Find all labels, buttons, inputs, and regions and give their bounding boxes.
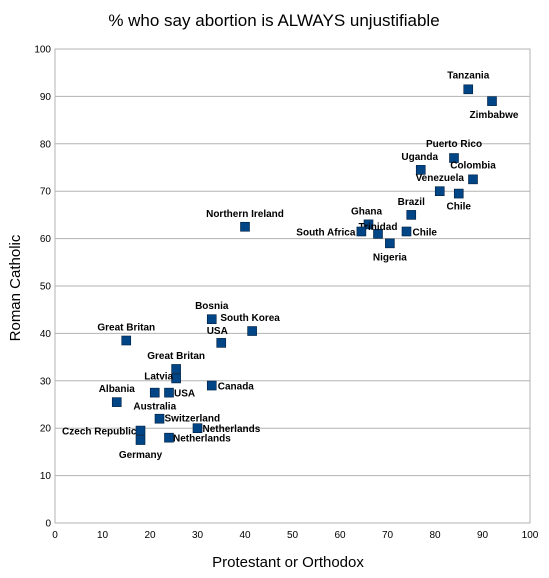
data-point-marker <box>135 425 146 436</box>
x-tick-label: 50 <box>287 530 299 541</box>
y-tick-label: 50 <box>40 282 52 293</box>
data-point-label: Nigeria <box>373 252 407 263</box>
data-point-marker <box>164 387 174 398</box>
data-point-label: Chile <box>413 227 438 238</box>
data-point-label: Puerto Rico <box>426 139 482 150</box>
data-point-label: USA <box>174 389 195 400</box>
chart-title: % who say abortion is ALWAYS unjustifiab… <box>108 11 439 30</box>
x-axis: 0 10 20 30 40 50 60 70 80 90 100 <box>52 530 539 541</box>
data-point-label: Great Britan <box>147 351 205 362</box>
data-point-label: Netherlands <box>203 424 261 435</box>
x-tick-label: 10 <box>97 530 109 541</box>
data-point-marker <box>206 380 217 391</box>
data-point-marker <box>240 221 250 232</box>
x-tick-label: 90 <box>477 530 489 541</box>
data-point-marker <box>216 338 227 348</box>
data-point-label: Germany <box>119 450 163 461</box>
y-tick-label: 0 <box>45 519 51 530</box>
data-point-label: Uganda <box>401 152 438 163</box>
data-point-marker <box>434 186 445 196</box>
data-point-marker <box>164 432 174 443</box>
data-point-marker <box>111 397 122 407</box>
data-point-label: Brazil <box>398 197 425 208</box>
data-point-label: Switzerland <box>165 414 221 425</box>
x-tick-label: 20 <box>144 530 156 541</box>
data-point-marker <box>487 96 497 106</box>
data-point-marker <box>453 188 464 199</box>
y-tick-label: 10 <box>40 471 52 482</box>
x-tick-label: 30 <box>192 530 204 541</box>
data-point-label: Ghana <box>351 206 383 217</box>
data-point-label: Zimbabwe <box>470 110 519 121</box>
y-tick-label: 40 <box>40 329 52 340</box>
data-point-label: Canada <box>218 382 255 393</box>
data-point-marker <box>171 373 181 384</box>
data-point-marker <box>192 423 203 434</box>
data-point-marker <box>468 174 478 185</box>
data-point-label: Chile <box>447 202 472 213</box>
y-tick-label: 90 <box>40 92 52 103</box>
data-point-label: Colombia <box>450 160 496 171</box>
x-tick-label: 0 <box>52 530 58 541</box>
data-point-marker <box>406 210 417 220</box>
data-point-marker <box>154 413 165 424</box>
data-point-marker <box>247 326 257 336</box>
data-point-marker <box>149 387 160 398</box>
y-axis-title: Roman Catholic <box>7 234 24 341</box>
data-point-marker <box>135 435 146 445</box>
data-point-label: Northern Ireland <box>206 209 284 220</box>
x-tick-label: 40 <box>239 530 251 541</box>
data-point-label: Czech Republic <box>62 427 137 438</box>
data-point-label: South Korea <box>220 313 280 324</box>
data-point-label: Latvia <box>144 371 173 382</box>
data-point-marker <box>373 229 383 239</box>
data-point-marker <box>385 238 395 249</box>
data-point-label: Australia <box>133 402 176 413</box>
data-point-marker <box>206 314 217 324</box>
data-point-label: USA <box>207 326 228 337</box>
data-point-marker <box>415 165 426 175</box>
data-point-label: Albania <box>99 384 136 395</box>
data-point-label: Tanzania <box>447 70 489 81</box>
y-tick-label: 30 <box>40 376 52 387</box>
data-point-marker <box>463 84 474 95</box>
x-tick-label: 60 <box>334 530 346 541</box>
data-point-label: Bosnia <box>195 301 229 312</box>
x-axis-title: Protestant or Orthodox <box>212 554 364 571</box>
plot-area <box>54 48 531 524</box>
x-tick-label: 100 <box>522 530 539 541</box>
y-tick-label: 80 <box>40 139 52 150</box>
data-point-label: Netherlands <box>173 434 231 445</box>
data-points: Tanzania Zimbabwe Puerto Rico Uganda Colombi… <box>62 70 519 461</box>
y-tick-label: 60 <box>40 234 52 245</box>
data-point-label: Trinidad <box>359 222 398 233</box>
data-point-label: Great Britan <box>97 323 155 334</box>
y-axis: 0 10 20 30 40 50 60 70 80 90 100 <box>34 45 51 530</box>
x-tick-label: 80 <box>429 530 441 541</box>
data-point-label: Venezuela <box>416 173 465 184</box>
data-point-marker <box>363 219 374 230</box>
data-point-marker <box>171 364 181 374</box>
data-point-marker <box>121 335 132 346</box>
data-point-marker <box>401 226 412 237</box>
y-tick-label: 70 <box>40 187 52 198</box>
x-tick-label: 70 <box>382 530 394 541</box>
data-point-marker <box>356 226 367 237</box>
y-tick-label: 100 <box>34 45 51 56</box>
data-point-label: South Africa <box>296 227 356 238</box>
y-tick-label: 20 <box>40 424 52 435</box>
data-point-marker <box>449 153 459 163</box>
